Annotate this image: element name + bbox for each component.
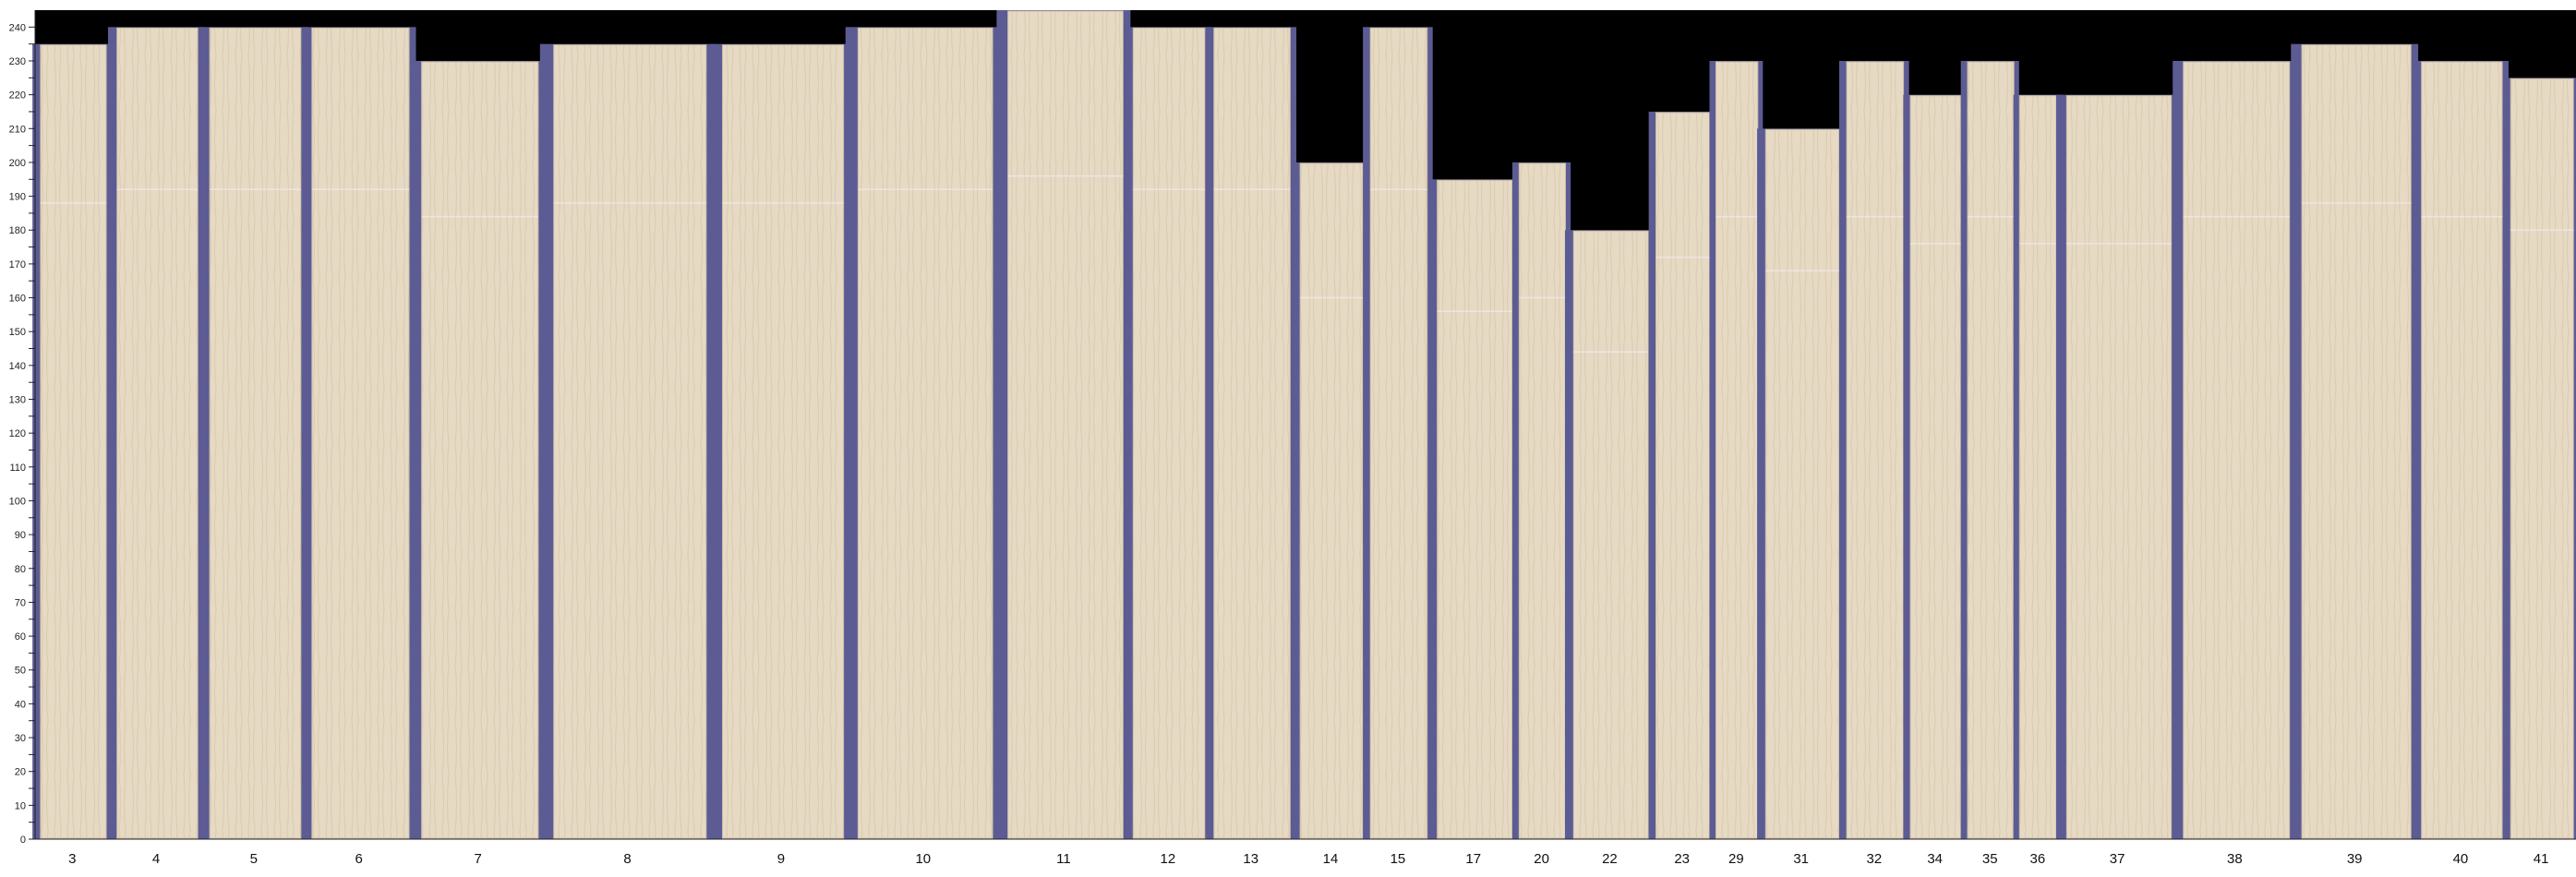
x-tick-label: 12 <box>1161 851 1176 867</box>
x-tick-label: 9 <box>777 851 785 867</box>
y-axis: 0 10 20 30 40 50 60 70 80 90 100 110 120 130 140 150 160… <box>9 10 36 846</box>
y-tick-label: 240 <box>9 22 26 33</box>
x-tick-label: 8 <box>623 851 631 867</box>
y-tick-label: 220 <box>9 90 26 102</box>
y-tick-label: 60 <box>15 631 26 643</box>
y-tick-label: 160 <box>9 294 26 305</box>
y-tick-label: 190 <box>9 192 26 203</box>
board-bar-34 <box>1909 95 1962 839</box>
y-tick-label: 10 <box>15 800 26 811</box>
x-tick-label: 22 <box>1602 851 1618 867</box>
board-bar-35 <box>1967 61 2015 839</box>
board-bar-5 <box>209 27 302 839</box>
y-tick-label: 90 <box>15 530 26 541</box>
x-tick-label: 5 <box>250 851 258 867</box>
board-bar-8 <box>553 44 707 839</box>
board-bar-39 <box>2301 44 2412 839</box>
y-tick-label: 230 <box>9 56 26 67</box>
x-tick-label: 14 <box>1323 851 1339 867</box>
x-tick-label: 32 <box>1866 851 1882 867</box>
x-axis: 3 4 5 6 7 8 9 10 11 12 13 14 15 17 20 22 23 29 31 32 34 35 36 3… <box>35 838 2576 867</box>
x-tick-label: 31 <box>1793 851 1809 867</box>
y-tick-label: 30 <box>15 733 26 744</box>
x-tick-label: 6 <box>355 851 363 867</box>
x-tick-label: 13 <box>1243 851 1258 867</box>
board-bar-41 <box>2510 78 2574 839</box>
x-tick-label: 38 <box>2227 851 2243 867</box>
y-tick-label: 130 <box>9 395 26 406</box>
board-bar-11 <box>1007 10 1124 839</box>
x-tick-label: 23 <box>1674 851 1690 867</box>
board-bar-15 <box>1369 27 1428 839</box>
board-bar-22 <box>1572 230 1649 839</box>
board-bar-17 <box>1437 179 1513 839</box>
x-tick-label: 39 <box>2347 851 2363 867</box>
board-bar-10 <box>857 27 993 839</box>
x-tick-label: 17 <box>1465 851 1481 867</box>
board-bar-9 <box>722 44 845 839</box>
x-tick-label: 15 <box>1390 851 1406 867</box>
x-tick-label: 10 <box>915 851 931 867</box>
board-bar-13 <box>1213 27 1291 839</box>
x-tick-label: 34 <box>1927 851 1943 867</box>
x-tick-label: 37 <box>2110 851 2125 867</box>
board-bar-40 <box>2421 61 2503 839</box>
x-tick-label: 4 <box>152 851 160 867</box>
x-tick-label: 40 <box>2453 851 2469 867</box>
x-tick-label: 35 <box>1982 851 1998 867</box>
board-bar-38 <box>2183 61 2291 839</box>
x-tick-label: 3 <box>68 851 76 867</box>
y-tick-label: 170 <box>9 259 26 270</box>
y-tick-label: 110 <box>9 463 26 474</box>
y-tick-label: 210 <box>9 124 26 135</box>
y-tick-label: 200 <box>9 158 26 169</box>
board-bar-36 <box>2018 95 2058 839</box>
board-bar-7 <box>421 61 539 839</box>
x-tick-label: 36 <box>2030 851 2046 867</box>
y-tick-label: 20 <box>15 767 26 778</box>
y-tick-label: 0 <box>20 835 26 846</box>
y-tick-label: 80 <box>15 564 26 575</box>
plot-area <box>32 10 2576 840</box>
board-bar-23 <box>1655 112 1711 839</box>
y-tick-label: 180 <box>9 225 26 236</box>
board-bar-32 <box>1846 61 1905 839</box>
y-tick-label: 50 <box>15 666 26 677</box>
x-tick-label: 7 <box>475 851 482 867</box>
x-tick-label: 11 <box>1056 851 1071 867</box>
board-bar-12 <box>1132 27 1206 839</box>
board-bar-37 <box>2065 95 2173 839</box>
board-bar-3 <box>40 44 107 839</box>
y-tick-label: 140 <box>9 361 26 372</box>
x-tick-label: 29 <box>1728 851 1744 867</box>
y-tick-label: 120 <box>9 428 26 439</box>
board-bar-31 <box>1764 128 1840 839</box>
board-bar-4 <box>116 27 199 839</box>
board-bar-14 <box>1299 162 1364 839</box>
board-bar-20 <box>1518 162 1567 839</box>
y-tick-label: 100 <box>9 496 26 507</box>
y-tick-label: 70 <box>15 597 26 608</box>
x-tick-label: 20 <box>1534 851 1549 867</box>
board-bar-6 <box>311 27 410 839</box>
board-bar-29 <box>1715 61 1759 839</box>
y-tick-label: 150 <box>9 327 26 338</box>
x-tick-label: 41 <box>2534 851 2549 867</box>
y-tick-label: 40 <box>15 699 26 710</box>
